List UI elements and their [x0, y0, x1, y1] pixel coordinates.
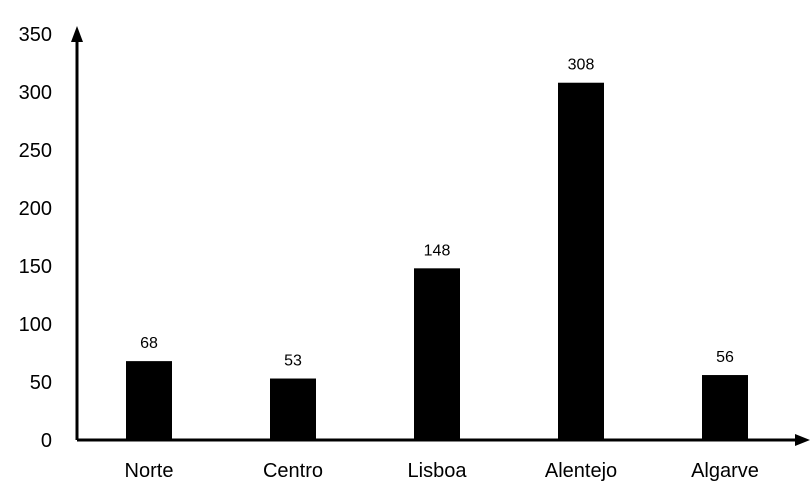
y-tick-label: 100 — [19, 314, 52, 336]
bar-algarve — [702, 375, 748, 440]
y-tick-label: 150 — [19, 256, 52, 278]
bar-lisboa — [414, 268, 460, 440]
y-axis-arrowhead — [71, 26, 83, 42]
y-tick-label: 300 — [19, 82, 52, 104]
x-tick-label-lisboa: Lisboa — [408, 460, 468, 482]
data-label-lisboa: 148 — [424, 242, 451, 259]
bar-norte — [126, 361, 172, 440]
x-tick-label-algarve: Algarve — [691, 460, 759, 482]
x-tick-label-norte: Norte — [125, 460, 174, 482]
x-tick-label-centro: Centro — [263, 460, 323, 482]
y-tick-label: 250 — [19, 140, 52, 162]
y-tick-label: 200 — [19, 198, 52, 220]
bar-centro — [270, 378, 316, 440]
y-axis-tick-labels: 0 50 100 150 200 250 300 350 — [19, 24, 52, 452]
data-label-centro: 53 — [284, 353, 302, 370]
bars-group — [126, 82, 748, 440]
x-tick-label-alentejo: Alentejo — [545, 460, 617, 482]
x-axis-category-labels: Norte Centro Lisboa Alentejo Algarve — [125, 460, 759, 482]
data-label-alentejo: 308 — [568, 57, 595, 74]
axes-group — [71, 26, 810, 446]
y-tick-label: 0 — [41, 430, 52, 452]
data-label-algarve: 56 — [716, 349, 734, 366]
data-labels-group: 68 53 148 308 56 — [140, 57, 734, 370]
y-tick-label: 350 — [19, 24, 52, 46]
y-tick-label: 50 — [30, 372, 52, 394]
x-axis-arrowhead — [795, 434, 810, 446]
data-label-norte: 68 — [140, 335, 158, 352]
bar-alentejo — [558, 82, 604, 440]
